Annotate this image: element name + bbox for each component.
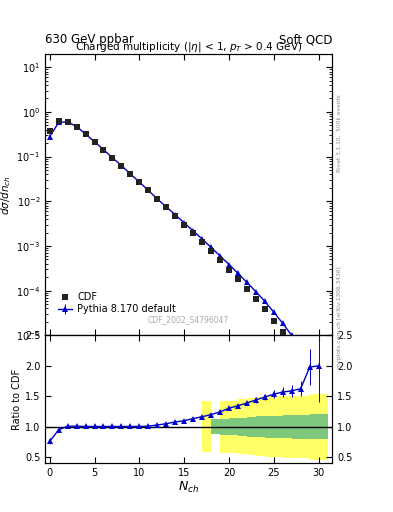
Bar [247,417,256,437]
Line: CDF: CDF [46,118,322,389]
Bar [310,414,328,439]
Bar [211,419,220,434]
CDF [227,267,231,273]
CDF [263,306,267,312]
CDF [137,179,142,185]
Bar [220,401,229,453]
CDF [164,204,169,210]
Bar [256,416,265,437]
CDF [209,248,213,254]
Text: Rivet 3.1.10,  500k events: Rivet 3.1.10, 500k events [337,94,342,172]
CDF [110,155,115,161]
Bar [301,415,310,439]
Bar [265,416,274,438]
CDF [74,123,79,130]
Bar [229,400,238,453]
CDF [83,131,88,137]
CDF [173,213,178,219]
Bar [283,396,292,458]
CDF [281,329,285,335]
CDF [235,276,240,282]
Y-axis label: $d\sigma/dn_{ch}$: $d\sigma/dn_{ch}$ [0,175,13,215]
CDF [316,382,321,389]
Bar [238,418,247,436]
Bar [238,399,247,454]
Y-axis label: Ratio to CDF: Ratio to CDF [12,369,22,430]
CDF [298,354,303,360]
CDF [92,139,97,145]
Bar [247,398,256,455]
CDF [155,196,160,202]
Bar [310,394,328,460]
CDF [101,146,106,153]
Bar [301,396,310,458]
CDF [244,286,249,292]
Bar [202,401,211,453]
CDF [119,162,124,168]
Bar [274,396,283,457]
Bar [292,396,301,458]
CDF [65,119,70,125]
CDF [218,257,222,263]
CDF [253,295,258,302]
CDF [191,230,195,237]
Bar [292,415,301,439]
CDF [182,222,187,228]
CDF [128,171,133,177]
Bar [220,419,229,435]
Text: 630 GeV ppbar: 630 GeV ppbar [45,33,134,46]
Bar [274,416,283,438]
Bar [283,415,292,438]
CDF [146,187,151,194]
Bar [265,396,274,457]
Bar [256,397,265,456]
CDF [307,368,312,374]
X-axis label: $N_{ch}$: $N_{ch}$ [178,480,199,495]
Text: CDF_2002_S4796047: CDF_2002_S4796047 [148,315,230,324]
CDF [272,317,276,324]
CDF [56,118,61,124]
Title: Charged multiplicity ($|\eta|$ < 1, $p_T$ > 0.4 GeV): Charged multiplicity ($|\eta|$ < 1, $p_T… [75,40,302,54]
Bar [229,418,238,435]
CDF [289,342,294,348]
Legend: CDF, Pythia 8.170 default: CDF, Pythia 8.170 default [56,290,178,316]
CDF [200,239,204,245]
Text: Soft QCD: Soft QCD [279,33,332,46]
CDF [47,127,52,134]
Text: mcplots.cern.ch [arXiv:1306.3436]: mcplots.cern.ch [arXiv:1306.3436] [337,267,342,368]
